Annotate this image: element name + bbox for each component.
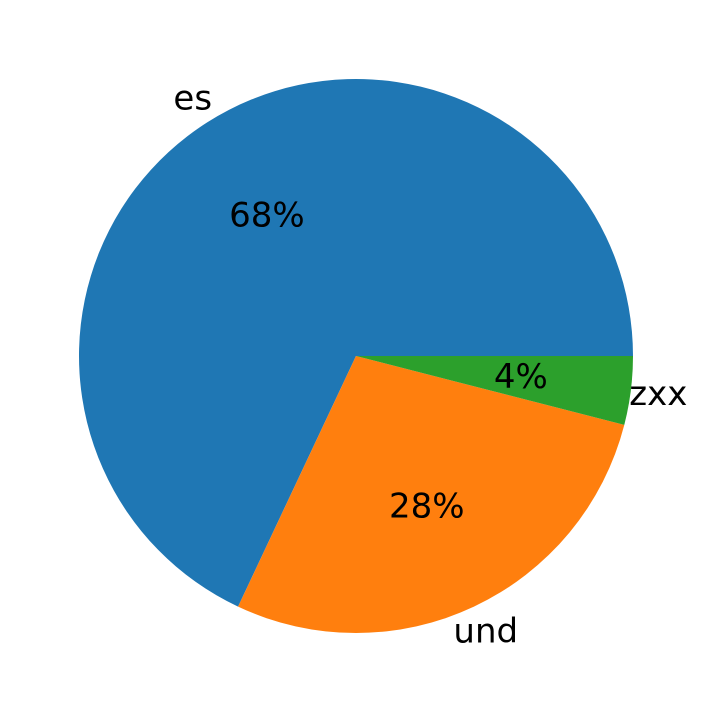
percent-label-und: 28% [389,486,465,526]
percent-label-zxx: 4% [494,357,548,397]
pie-slices [78,78,633,633]
pie-labels: 68% es 28% und 4% zxx [173,79,687,652]
percent-label-es: 68% [229,196,305,236]
pie-slice-zxx [356,356,633,425]
category-label-und: und [453,612,518,652]
category-label-es: es [173,79,212,119]
pie-slice-es [78,78,633,607]
pie-slice-und [238,356,625,633]
category-label-zxx: zxx [629,374,687,414]
